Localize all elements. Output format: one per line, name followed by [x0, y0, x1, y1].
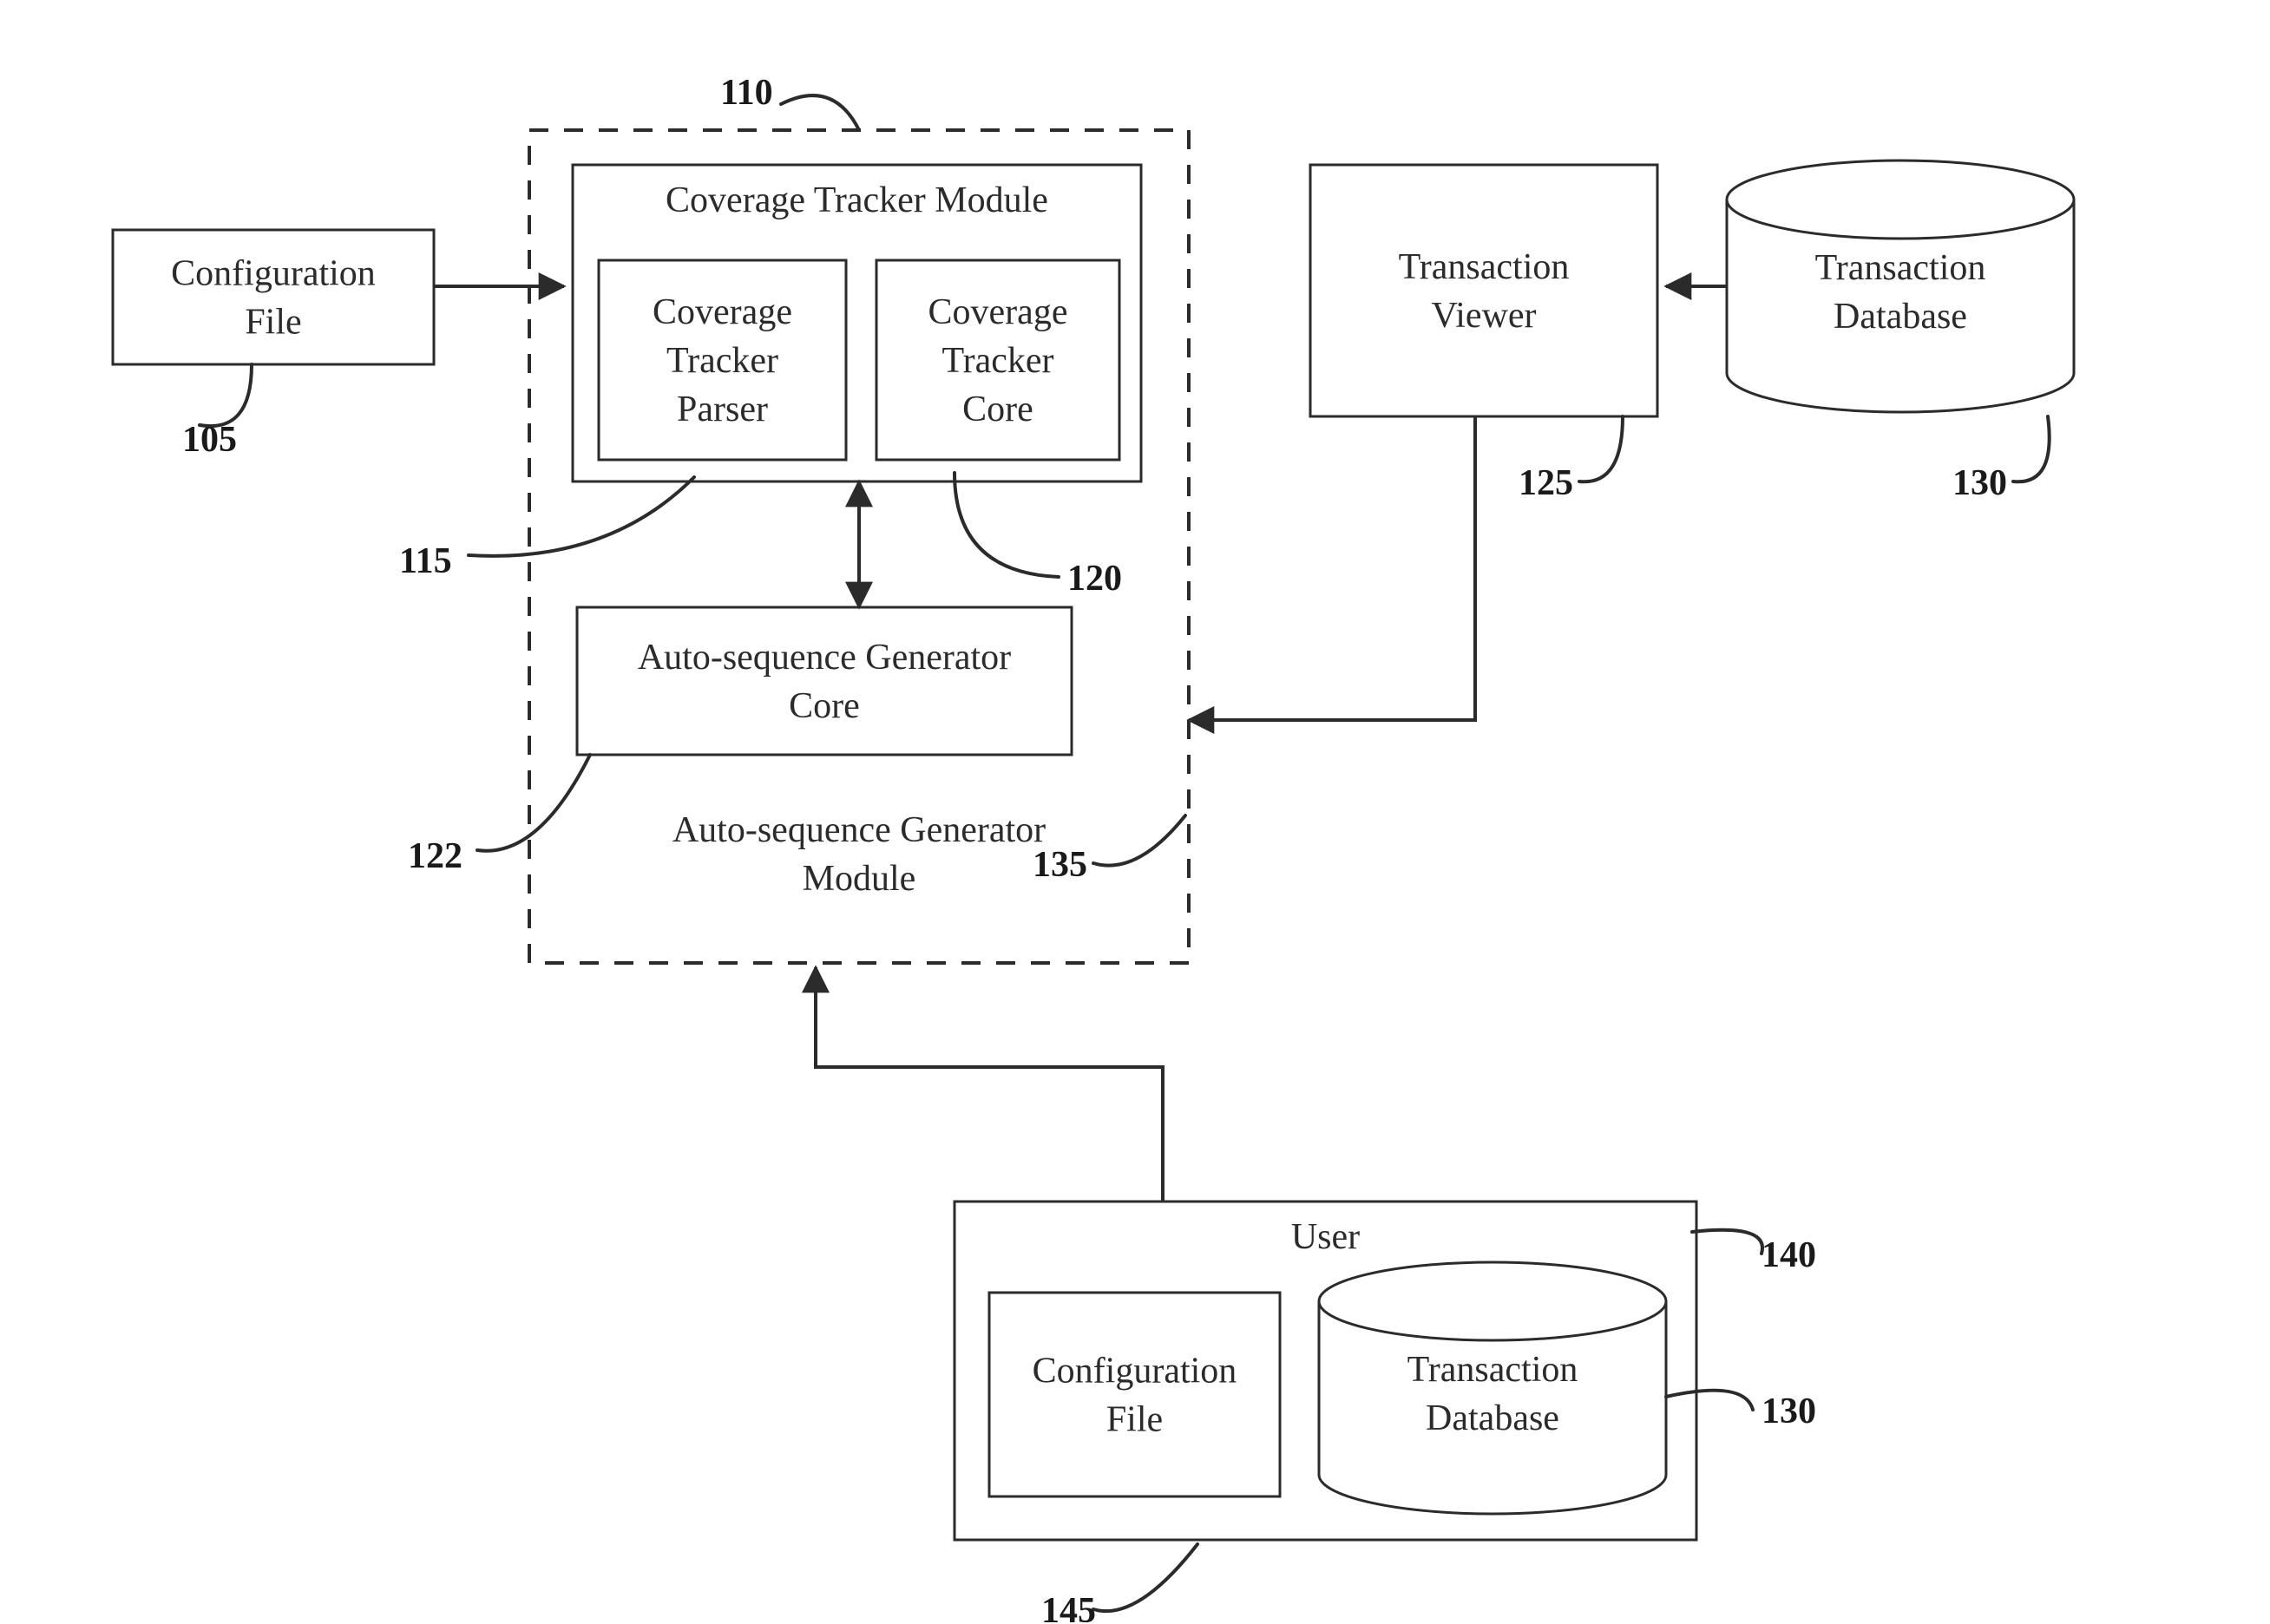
user-to-module — [816, 967, 1163, 1202]
configuration-file-box-label: File — [245, 303, 301, 343]
callout-122 — [477, 755, 590, 851]
callout-105 — [200, 364, 252, 426]
user-transaction-database-cylinder-top — [1319, 1262, 1666, 1340]
reference-label-145: 145 — [1041, 1591, 1096, 1624]
coverage-tracker-parser-box-label: Coverage — [653, 292, 792, 332]
user-configuration-file-box-label: Configuration — [1033, 1352, 1237, 1392]
user-transaction-database-cylinder-label: Transaction — [1407, 1350, 1578, 1390]
configuration-file-box — [113, 230, 434, 364]
reference-label-125: 125 — [1519, 463, 1573, 503]
callout-145 — [1093, 1544, 1197, 1611]
reference-label-105: 105 — [182, 420, 237, 460]
transaction-viewer-box-label: Viewer — [1431, 296, 1536, 336]
callout-120 — [955, 473, 1059, 577]
user-configuration-file-box — [989, 1293, 1280, 1496]
configuration-file-box-label: Configuration — [171, 254, 376, 294]
coverage-tracker-core-box-label: Core — [962, 390, 1033, 429]
reference-label-130: 130 — [1762, 1392, 1816, 1431]
autoseq-generator-core-box — [577, 607, 1072, 755]
callout-125 — [1579, 416, 1623, 481]
reference-label-140: 140 — [1762, 1235, 1816, 1275]
reference-label-115: 115 — [399, 541, 452, 581]
coverage-tracker-parser-box-label: Parser — [677, 390, 768, 429]
callout-140 — [1692, 1230, 1762, 1254]
callout-110 — [781, 95, 859, 130]
reference-label-120: 120 — [1067, 559, 1122, 599]
reference-label-135: 135 — [1033, 845, 1087, 885]
user-transaction-database-cylinder-label: Database — [1426, 1398, 1559, 1438]
coverage-tracker-parser-box-label: Tracker — [666, 341, 778, 381]
coverage-tracker-module-box-title: Coverage Tracker Module — [666, 180, 1048, 220]
callout-135 — [1093, 815, 1185, 866]
transaction-database-cylinder-top — [1727, 160, 2074, 239]
autoseq-generator-module-label: Module — [803, 859, 916, 899]
callout-115 — [469, 477, 694, 556]
user-configuration-file-box-label: File — [1106, 1400, 1163, 1440]
transaction-database-cylinder-label: Transaction — [1815, 248, 1986, 288]
transaction-viewer-box-label: Transaction — [1399, 247, 1570, 287]
transaction-database-cylinder-label: Database — [1834, 297, 1967, 337]
user-box-title: User — [1291, 1217, 1360, 1257]
reference-label-130: 130 — [1952, 463, 2007, 503]
callout-130 — [2013, 416, 2050, 481]
reference-label-122: 122 — [408, 836, 463, 876]
autoseq-generator-core-box-label: Auto-sequence Generator — [638, 638, 1011, 678]
reference-label-110: 110 — [720, 73, 773, 113]
transaction-viewer-box — [1310, 165, 1657, 416]
viewer-to-module — [1189, 416, 1475, 720]
coverage-tracker-core-box-label: Coverage — [928, 292, 1068, 332]
coverage-tracker-core-box-label: Tracker — [941, 341, 1053, 381]
autoseq-generator-core-box-label: Core — [789, 686, 860, 726]
autoseq-generator-module-label: Auto-sequence Generator — [672, 810, 1046, 850]
